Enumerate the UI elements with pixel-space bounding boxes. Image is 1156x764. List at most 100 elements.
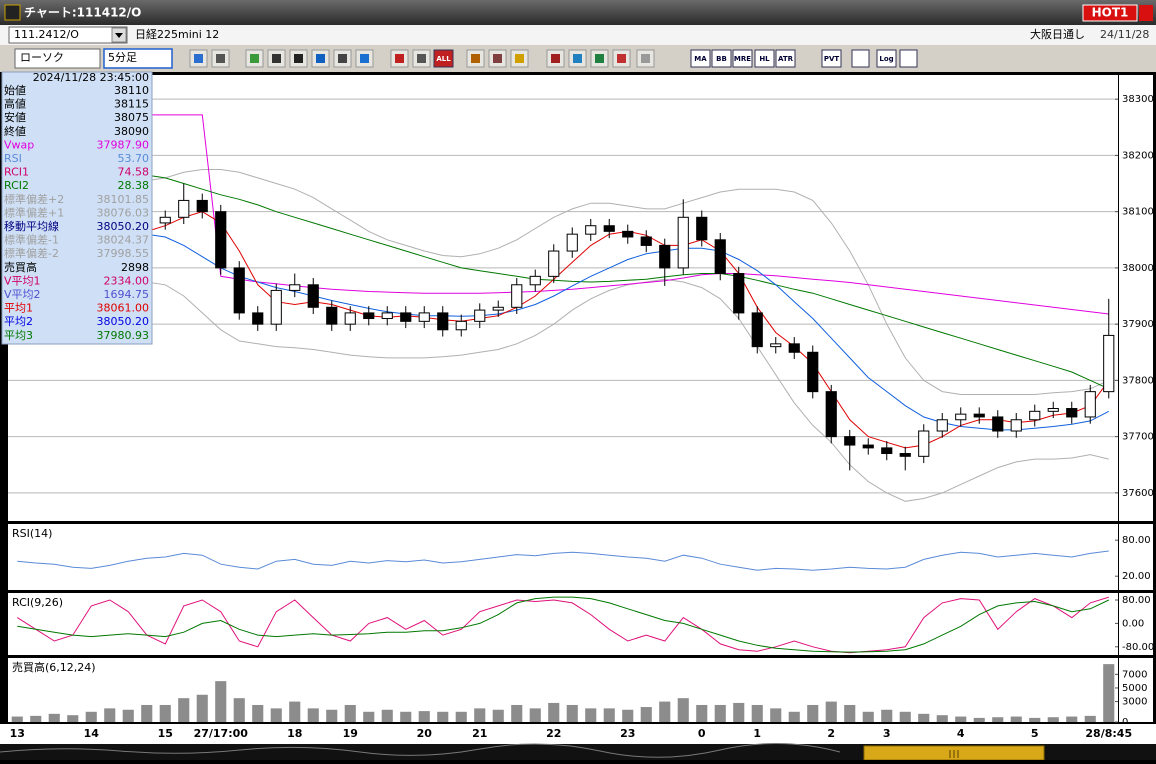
tool-button[interactable]: [732, 49, 753, 68]
volume-bar: [1010, 716, 1022, 722]
chart-type[interactable]: ローソク: [20, 51, 64, 64]
candle-body: [566, 233, 578, 252]
y-tick-label: 80.00: [1122, 595, 1151, 606]
tool-button-label[interactable]: MRE: [734, 55, 751, 63]
tool-button-label[interactable]: Log: [879, 55, 893, 63]
candle-body: [751, 312, 763, 348]
series-line: [17, 596, 1110, 653]
candle-body: [1103, 334, 1115, 393]
x-tick-label: 1: [753, 727, 761, 740]
series-line: [17, 550, 1109, 571]
candle-body: [973, 413, 985, 418]
volume-bar: [881, 709, 893, 722]
header-date: 24/11/28: [1100, 28, 1149, 41]
candle-body: [1047, 408, 1059, 412]
tool-button[interactable]: [899, 49, 918, 68]
tool-glyph: [551, 54, 560, 63]
candle-body: [511, 284, 523, 308]
info-value: 38090: [114, 125, 149, 138]
candle-body: [844, 436, 856, 446]
candle-body: [622, 230, 634, 238]
tool-button[interactable]: [851, 49, 870, 68]
tool-button[interactable]: [690, 49, 711, 68]
info-label: RCI1: [4, 166, 29, 179]
series-line: [17, 596, 1109, 654]
volume-bar: [326, 709, 338, 722]
candle-body: [381, 312, 393, 320]
candle-body: [992, 416, 1004, 432]
window-title: チャート:111412/O: [24, 6, 141, 20]
x-tick-label: 13: [10, 727, 25, 740]
symbol-select[interactable]: [8, 26, 128, 44]
candle-body: [252, 312, 264, 325]
tool-button-label[interactable]: HL: [759, 55, 770, 63]
x-tick-label: 15: [158, 727, 173, 740]
tool-button[interactable]: [433, 49, 454, 68]
tool-button[interactable]: [876, 49, 897, 68]
tool-glyph: [493, 54, 502, 63]
volume-bar: [1066, 716, 1078, 722]
volume-bar: [159, 704, 171, 722]
x-tick-label: 20: [417, 727, 433, 740]
x-tick-label: 5: [1031, 727, 1039, 740]
volume-bar: [788, 711, 800, 722]
candle-body: [714, 239, 726, 275]
info-label: 始値: [4, 83, 26, 97]
volume-bar: [770, 708, 782, 722]
candle-body: [529, 275, 541, 286]
tool-button[interactable]: [821, 49, 842, 68]
period[interactable]: 5分足: [108, 51, 137, 64]
tool-button[interactable]: [775, 49, 796, 68]
info-label: 売買高: [4, 260, 37, 274]
volume-bar: [807, 704, 819, 722]
symbol[interactable]: 111.2412/O: [14, 28, 79, 41]
volume-bar: [955, 716, 967, 722]
y-tick-label: 38300: [1122, 94, 1154, 105]
volume-bar: [30, 715, 42, 722]
tool-glyph: [595, 54, 604, 63]
candle-body: [585, 225, 597, 235]
candle-body: [326, 306, 338, 325]
volume-bar: [233, 698, 245, 722]
candle-body: [1029, 410, 1041, 421]
candle-body: [955, 413, 967, 421]
info-value: 38024.37: [97, 234, 150, 247]
x-tick-label: 28/8:45: [1085, 727, 1132, 740]
scroll-preview: [0, 743, 841, 758]
info-label: 安値: [4, 110, 26, 124]
hot-button[interactable]: [1082, 4, 1138, 22]
candle-body: [492, 306, 504, 311]
y-tick-label: 0.00: [1122, 618, 1144, 629]
volume-bar: [474, 708, 486, 722]
hot-label[interactable]: HOT1: [1092, 6, 1129, 20]
series-line: [17, 273, 1109, 502]
volume-bar: [437, 711, 449, 722]
volume-bar: [733, 702, 745, 722]
volume-bar: [492, 709, 504, 722]
tool-button-label[interactable]: ATR: [778, 55, 794, 63]
tool-button-label[interactable]: BB: [716, 55, 727, 63]
tool-glyph: [573, 54, 582, 63]
tool-button-label[interactable]: ALL: [436, 55, 451, 63]
axis-area: [1119, 658, 1153, 722]
candle-body: [270, 289, 282, 325]
period-select[interactable]: [103, 48, 173, 69]
info-value: 1694.75: [104, 288, 150, 301]
pane-title: 売買高(6,12,24): [12, 660, 96, 674]
info-label: 平均3: [4, 329, 33, 342]
tool-button-label[interactable]: PVT: [824, 55, 840, 63]
info-value: 53.70: [118, 152, 150, 165]
candle-body: [918, 430, 930, 457]
tool-button[interactable]: [754, 49, 775, 68]
volume-bar: [714, 704, 726, 722]
volume-bar: [418, 711, 430, 722]
info-value: 38076.03: [97, 206, 150, 219]
x-tick-label: 21: [472, 727, 487, 740]
chart-type-select[interactable]: [14, 48, 101, 69]
tool-button[interactable]: [711, 49, 732, 68]
instrument-name: 日経225mini 12: [135, 28, 219, 41]
volume-bar: [992, 717, 1004, 722]
close-button[interactable]: [1139, 5, 1153, 21]
tool-button-label[interactable]: MA: [694, 55, 707, 63]
plot-area: [8, 658, 1118, 722]
